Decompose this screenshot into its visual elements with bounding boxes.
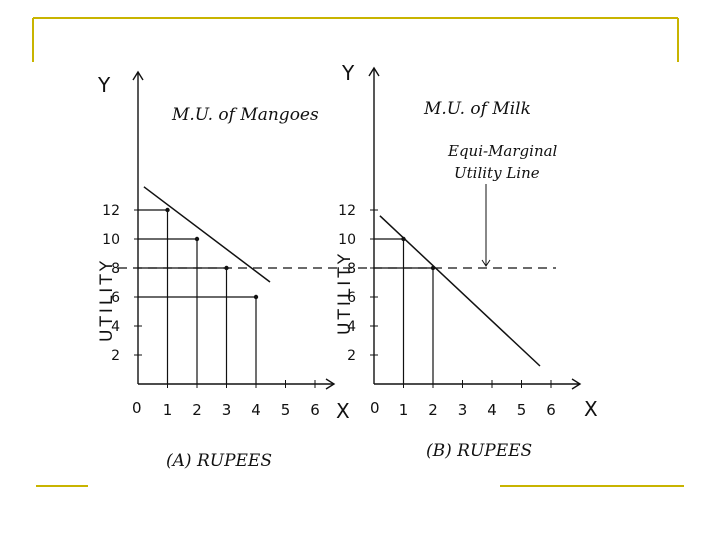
chart-milk-origin: 0 [370,399,380,417]
slide-frame [32,17,684,487]
milk-mu-line [379,215,541,367]
milk-x-tick-label: 4 [487,401,497,419]
milk-x-tick-label: 6 [546,401,556,419]
milk-x-tick-label: 1 [399,401,409,419]
milk-y-tick-label: 12 [338,203,356,219]
equi-marginal-line-layer [118,184,556,269]
mangoes-x-tick-label: 5 [281,401,291,419]
milk-x-tick-label: 3 [458,401,468,419]
milk-x-tick-label: 5 [517,401,527,419]
mangoes-x-axis-arrow [325,378,336,390]
chart-mangoes-origin: 0 [132,399,142,417]
milk-y-tick-label: 4 [347,319,356,335]
milk-y-axis-arrow [368,66,380,77]
chart-milk-xlabel: (B) RUPEES [426,441,532,461]
mangoes-x-tick-label: 1 [163,401,173,419]
mangoes-y-tick-label: 6 [111,290,120,306]
mangoes-y-tick-label: 12 [102,203,120,219]
chart-milk-y-letter: Y [341,61,355,85]
mangoes-data-point [253,294,259,300]
chart-mangoes-xlabel: (A) RUPEES [166,451,272,471]
chart-mangoes-ylabel: UTILITY [97,258,117,342]
mangoes-x-tick-label: 6 [310,401,320,419]
chart-milk-x-letter: X [584,397,598,421]
mangoes-y-tick-label: 10 [102,232,120,248]
chart-mangoes: M.U. of Mangoes UTILITY (A) RUPEES Y X 0… [97,70,350,471]
milk-y-tick-label: 8 [347,261,356,277]
mangoes-mu-line [143,186,271,283]
chart-milk-title: M.U. of Milk [423,99,531,119]
mangoes-y-tick-label: 8 [111,261,120,277]
mangoes-x-tick-label: 2 [192,401,202,419]
milk-x-axis-arrow [571,378,582,390]
mangoes-data-point [165,207,170,213]
equi-marginal-label-line1: Equi-Marginal [447,142,558,160]
mangoes-x-tick-label: 4 [251,401,261,419]
chart-mangoes-title: M.U. of Mangoes [171,105,319,125]
chart-milk: M.U. of Milk UTILITY (B) RUPEES Y X 0 Eq… [335,61,598,461]
milk-y-tick-label: 10 [338,232,356,248]
mangoes-y-tick-label: 2 [111,348,120,364]
mangoes-y-tick-label: 4 [111,319,120,335]
milk-x-tick-label: 2 [428,401,438,419]
chart-mangoes-y-letter: Y [97,73,111,97]
mangoes-x-tick-label: 3 [222,401,232,419]
equi-marginal-label-line2: Utility Line [454,164,540,182]
milk-y-tick-label: 2 [347,348,356,364]
equi-marginal-pointer-head [481,259,491,267]
chart-mangoes-x-letter: X [336,399,350,423]
milk-y-tick-label: 6 [347,290,356,306]
mangoes-data-point [194,236,200,242]
mangoes-y-axis-arrow [132,70,144,81]
chart-milk-ylabel: UTILITY [335,251,355,335]
